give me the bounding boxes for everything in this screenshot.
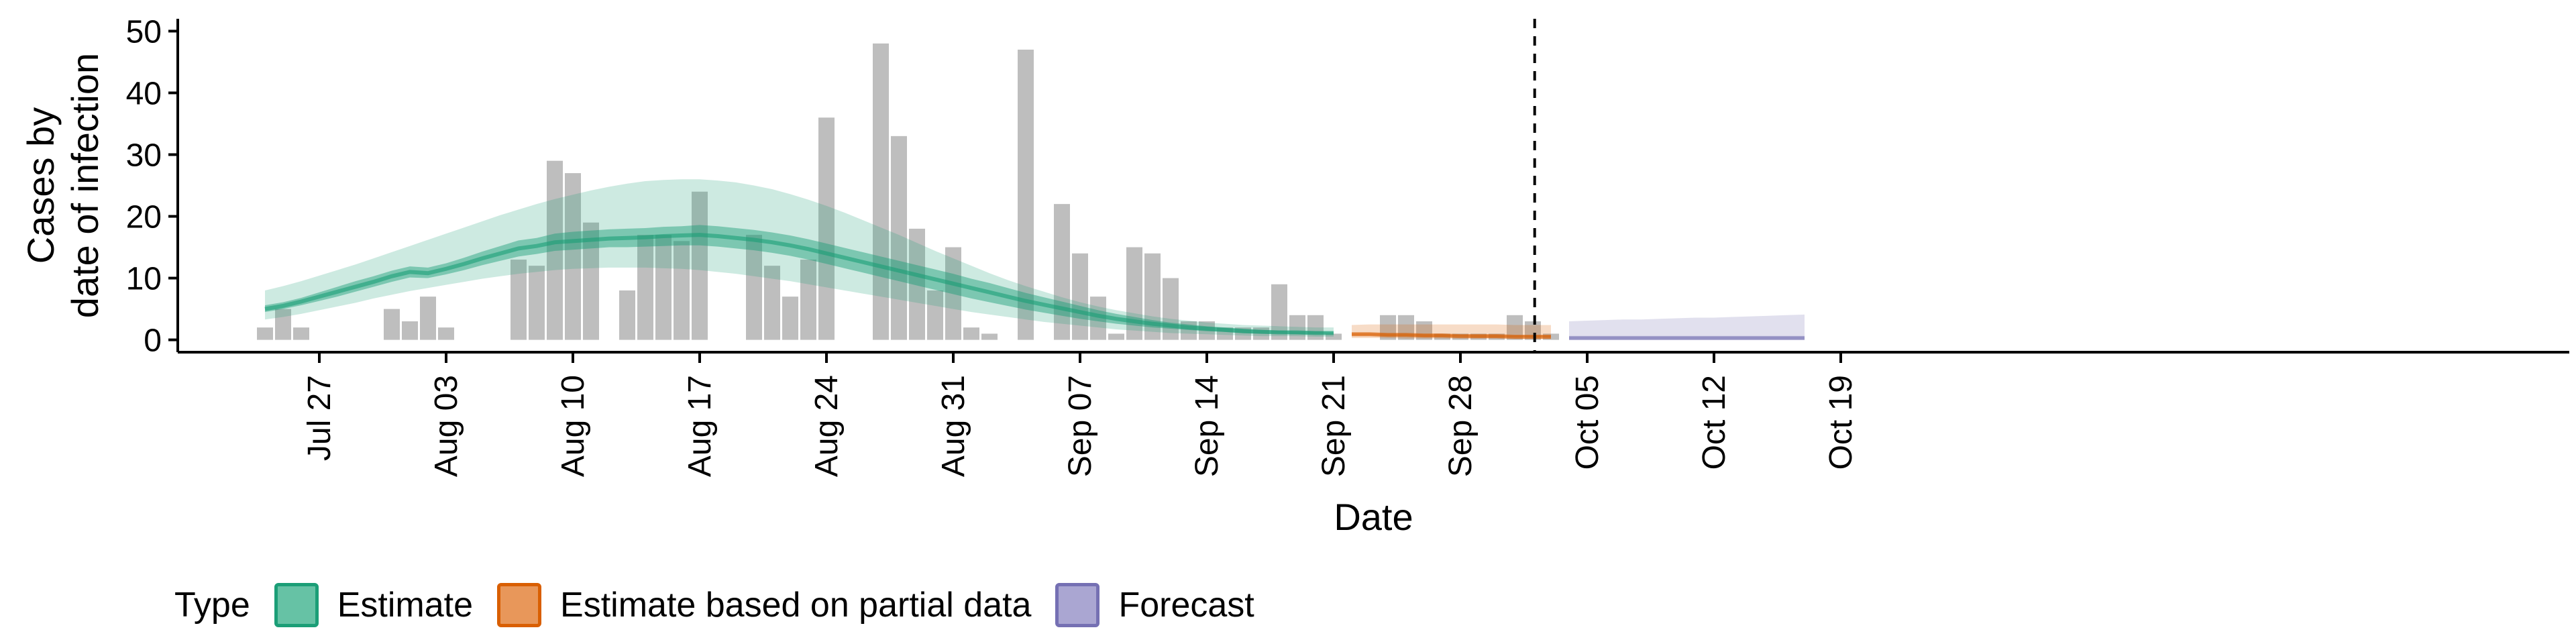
y-axis-title-line-2: date of infection [64, 53, 106, 318]
x-tick-label: Aug 10 [555, 375, 591, 477]
x-tick-label: Oct 05 [1570, 375, 1605, 470]
x-tick-label: Sep 28 [1443, 375, 1479, 477]
bar [674, 241, 690, 340]
bar [963, 327, 979, 340]
estimate-outer-band [265, 179, 1334, 337]
bar [945, 247, 961, 340]
y-tick-label: 10 [126, 262, 162, 297]
bar [529, 266, 545, 340]
x-tick-label: Aug 24 [809, 375, 845, 477]
bar [1108, 333, 1124, 340]
bar [1307, 315, 1324, 340]
bar [1072, 253, 1088, 340]
bar [1181, 321, 1197, 340]
y-tick-label: 50 [126, 14, 162, 50]
legend-key-partial [497, 583, 542, 627]
legend: Type Estimate Estimate based on partial … [174, 578, 1279, 632]
bar [873, 43, 889, 340]
bar [547, 160, 563, 340]
bar [1163, 278, 1179, 340]
bar [420, 297, 436, 340]
bar [619, 290, 635, 340]
legend-item-partial: Estimate based on partial data [497, 583, 1031, 627]
bar [637, 235, 653, 340]
y-axis-title-line-1: Cases by [19, 107, 62, 264]
bar [1018, 50, 1034, 340]
y-tick-label: 20 [126, 200, 162, 235]
bar [981, 333, 998, 340]
legend-item-forecast: Forecast [1055, 583, 1254, 627]
x-tick-label: Aug 03 [429, 375, 464, 477]
bar [746, 235, 762, 340]
bar [384, 309, 400, 340]
forecast-outer-band [1569, 314, 1805, 340]
bar [275, 309, 291, 340]
partial-median-line [1352, 332, 1551, 339]
bar [1326, 333, 1342, 340]
legend-label-estimate: Estimate [337, 586, 474, 625]
bar [565, 173, 581, 340]
y-tick-label: 0 [144, 323, 162, 359]
y-tick-label: 30 [126, 138, 162, 173]
bar [438, 327, 454, 340]
y-tick-label: 40 [126, 76, 162, 111]
bar [782, 297, 798, 340]
legend-item-estimate: Estimate [274, 583, 473, 627]
bar [257, 327, 273, 340]
x-tick-label: Sep 07 [1063, 375, 1098, 477]
bar [402, 321, 418, 340]
estimate-median-line [264, 233, 1334, 335]
bar [655, 235, 672, 340]
x-tick-label: Aug 31 [936, 375, 971, 477]
x-tick-label: Oct 19 [1823, 375, 1859, 470]
x-tick-label: Oct 12 [1697, 375, 1732, 470]
bar [692, 191, 708, 340]
x-tick-label: Sep 21 [1316, 375, 1352, 477]
bar [293, 327, 309, 340]
bar [1289, 315, 1305, 340]
bar [764, 266, 780, 340]
estimate-inner-band [265, 225, 1334, 335]
legend-label-partial: Estimate based on partial data [560, 586, 1032, 625]
bar [511, 259, 527, 340]
bar [800, 259, 816, 340]
bar [818, 117, 835, 340]
bar [927, 290, 943, 340]
bar [1054, 204, 1070, 340]
bar [1126, 247, 1142, 340]
legend-title: Type [174, 586, 250, 625]
legend-key-forecast [1055, 583, 1100, 627]
x-axis-title: Date [1334, 496, 1413, 538]
x-tick-label: Aug 17 [682, 375, 718, 477]
bar [909, 228, 925, 340]
x-tick-label: Sep 14 [1189, 375, 1225, 477]
bar [891, 136, 907, 340]
legend-label-forecast: Forecast [1118, 586, 1254, 625]
x-tick-label: Jul 27 [302, 375, 337, 461]
legend-key-estimate [274, 583, 319, 627]
